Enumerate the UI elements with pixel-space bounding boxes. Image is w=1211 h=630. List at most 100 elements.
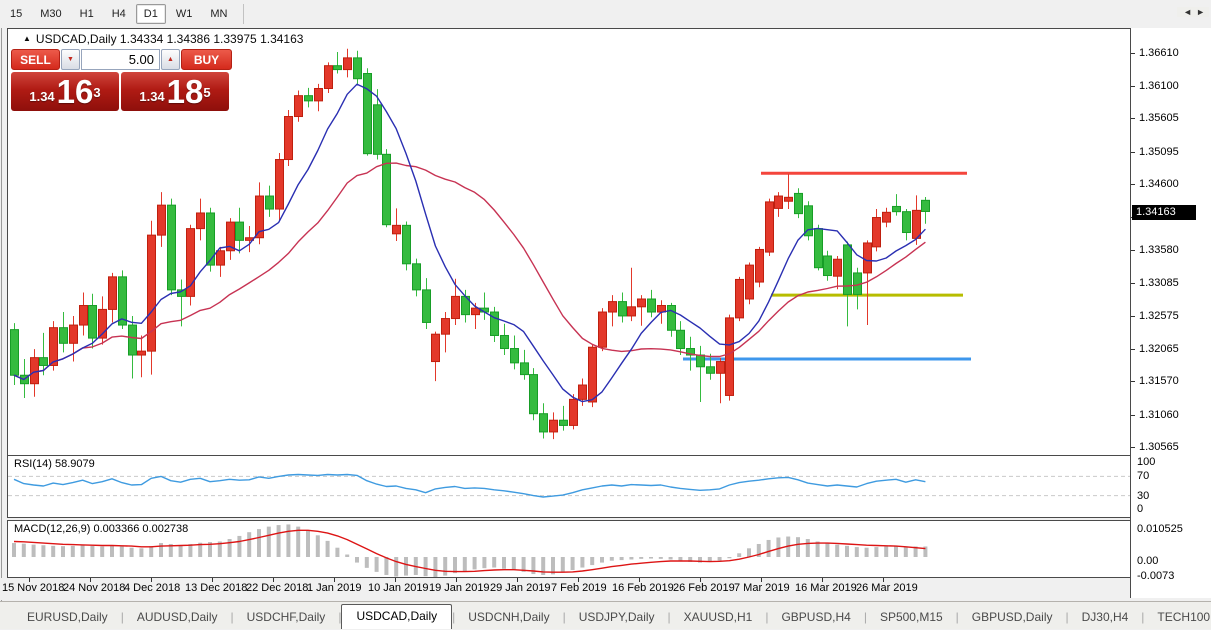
chart-tab-usdjpy-daily[interactable]: USDJPY,Daily	[578, 610, 655, 624]
chart-title: ▲ USDCAD,Daily 1.34334 1.34386 1.33975 1.…	[23, 32, 303, 46]
price-axis-tick	[1131, 86, 1135, 88]
price-axis-label: 1.31060	[1139, 408, 1179, 421]
price-axis-label: 1.35605	[1139, 112, 1179, 125]
date-axis-tick	[883, 578, 884, 582]
date-label: 29 Jan 2019	[490, 582, 551, 594]
buy-price-display[interactable]: 1.34 18 5	[121, 72, 229, 111]
sell-price-display[interactable]: 1.34 16 3	[11, 72, 119, 111]
rsi-level-label: 0	[1137, 503, 1144, 515]
date-axis-tick	[334, 578, 335, 582]
one-click-panel-toggle-icon[interactable]: ▲	[23, 34, 31, 43]
date-axis-tick	[273, 578, 274, 582]
date-axis-tick	[395, 578, 396, 582]
price-axis-label: 1.33085	[1139, 276, 1179, 289]
rsi-level-label: 30	[1137, 490, 1150, 502]
main-chart-pane[interactable]: ▲ USDCAD,Daily 1.34334 1.34386 1.33975 1.…	[7, 28, 1131, 456]
chart-tab-tech100-h1[interactable]: TECH100,H1	[1157, 610, 1211, 624]
rsi-level-label: 100	[1137, 456, 1156, 468]
chart-tab-usdcnh-daily[interactable]: USDCNH,Daily	[468, 610, 550, 624]
one-click-trading-panel: SELL ▼ ▲ BUY 1.34 16 3 1.34 18 5	[11, 49, 233, 111]
chart-tab-xauusd-h1[interactable]: XAUUSD,H1	[683, 610, 753, 624]
chart-tab-eurusd-daily[interactable]: EURUSD,Daily	[27, 610, 108, 624]
timeframe-button-h4[interactable]: H4	[111, 8, 126, 20]
date-axis-tick	[822, 578, 823, 582]
date-label: 24 Nov 2018	[63, 582, 126, 594]
price-axis-label: 1.30565	[1139, 440, 1179, 453]
price-axis-tick	[1131, 183, 1135, 185]
current-price-tag: 1.34163	[1132, 205, 1196, 221]
buy-price-sup: 5	[203, 85, 211, 100]
chart-tab-usdcad-daily[interactable]: USDCAD,Daily	[341, 604, 453, 629]
date-label: 16 Feb 2019	[612, 582, 674, 594]
volume-input[interactable]	[81, 49, 160, 70]
rsi-indicator-pane[interactable]: RSI(14) 58.9079	[7, 455, 1131, 518]
chart-tab-gbpusd-h4[interactable]: GBPUSD,H4	[781, 610, 851, 624]
macd-level-label: 0.010525	[1137, 523, 1183, 535]
sell-price-big: 16	[56, 73, 94, 110]
date-label: 15 Nov 2018	[2, 582, 65, 594]
chart-tab-audusd-daily[interactable]: AUDUSD,Daily	[136, 610, 218, 624]
chart-tab-usdchf-daily[interactable]: USDCHF,Daily	[246, 610, 326, 624]
candlestick-chart[interactable]	[8, 29, 1130, 455]
chart-tab-sp500-m15[interactable]: SP500,M15	[879, 610, 943, 624]
sell-button[interactable]: SELL	[11, 49, 60, 70]
rsi-level-label: 70	[1137, 470, 1150, 482]
buy-button[interactable]: BUY	[181, 49, 232, 70]
price-axis-label: 1.32575	[1139, 309, 1179, 322]
price-axis-tick	[1131, 282, 1135, 284]
date-axis-tick	[639, 578, 640, 582]
macd-indicator-pane[interactable]: MACD(12,26,9) 0.003366 0.002738	[7, 520, 1131, 578]
timeframe-button-m30[interactable]: M30	[40, 8, 62, 20]
tab-separator: |	[863, 610, 867, 624]
timeframe-button-w1[interactable]: W1	[175, 8, 193, 20]
price-axis-tick	[1131, 118, 1135, 120]
macd-label: MACD(12,26,9) 0.003366 0.002738	[14, 523, 189, 535]
timeframe-toolbar: 15 M30 H1 H4 D1 W1 MN	[0, 0, 1211, 28]
tab-scroll-right-icon[interactable]: ►	[1196, 7, 1209, 17]
date-axis[interactable]: 15 Nov 2018 24 Nov 2018 4 Dec 2018 13 Dec 2…	[0, 578, 1130, 600]
price-axis-label: 1.36100	[1139, 80, 1179, 93]
price-axis-tick	[1131, 381, 1135, 383]
chart-tab-gbpusd-daily[interactable]: GBPUSD,Daily	[971, 610, 1053, 624]
date-label: 10 Jan 2019	[368, 582, 429, 594]
volume-decrease-button[interactable]: ▼	[61, 49, 80, 70]
macd-chart[interactable]	[8, 521, 1130, 577]
macd-level-label: 0.00	[1137, 555, 1159, 567]
tab-scroll-arrows: ◄►	[1177, 7, 1209, 17]
date-axis-tick	[761, 578, 762, 582]
timeframe-button-mn[interactable]: MN	[210, 8, 228, 20]
date-axis-tick	[578, 578, 579, 582]
tab-separator: |	[452, 610, 456, 624]
price-axis-label: 1.31570	[1139, 375, 1179, 388]
date-label: 4 Dec 2018	[124, 582, 181, 594]
price-axis-tick	[1131, 414, 1135, 416]
tab-separator: |	[955, 610, 959, 624]
sell-price-small: 1.34	[29, 89, 55, 104]
buy-price-small: 1.34	[139, 89, 165, 104]
macd-level-label: -0.0073	[1137, 570, 1175, 582]
volume-increase-button[interactable]: ▲	[161, 49, 180, 70]
timeframe-button-15[interactable]: 15	[10, 8, 23, 20]
price-axis-label: 1.32065	[1139, 343, 1179, 356]
chart-tab-dj30-h4[interactable]: DJ30,H4	[1081, 610, 1129, 624]
rsi-chart[interactable]	[8, 456, 1130, 517]
date-label: 1 Jan 2019	[307, 582, 362, 594]
date-axis-tick	[517, 578, 518, 582]
timeframe-button-d1[interactable]: D1	[135, 4, 166, 24]
tab-separator: |	[667, 610, 671, 624]
tab-separator: |	[1065, 610, 1069, 624]
chart-tab-bar: EURUSD,Daily | AUDUSD,Daily | USDCHF,Daily | U…	[0, 601, 1211, 629]
tab-separator: |	[120, 610, 124, 624]
tab-separator: |	[562, 610, 566, 624]
timeframe-button-h1[interactable]: H1	[79, 8, 94, 20]
price-axis[interactable]: 1.366101.361001.356051.350951.346001.340…	[1130, 28, 1211, 598]
date-label: 26 Feb 2019	[673, 582, 735, 594]
tab-scroll-left-icon[interactable]: ◄	[1183, 7, 1197, 17]
date-label: 26 Mar 2019	[856, 582, 918, 594]
chart-title-text: USDCAD,Daily 1.34334 1.34386 1.33975 1.3…	[35, 32, 304, 46]
tab-separator: |	[1141, 610, 1145, 624]
price-axis-tick	[1131, 349, 1135, 351]
date-axis-tick	[700, 578, 701, 582]
sell-price-sup: 3	[93, 85, 101, 100]
date-label: 13 Dec 2018	[185, 582, 248, 594]
